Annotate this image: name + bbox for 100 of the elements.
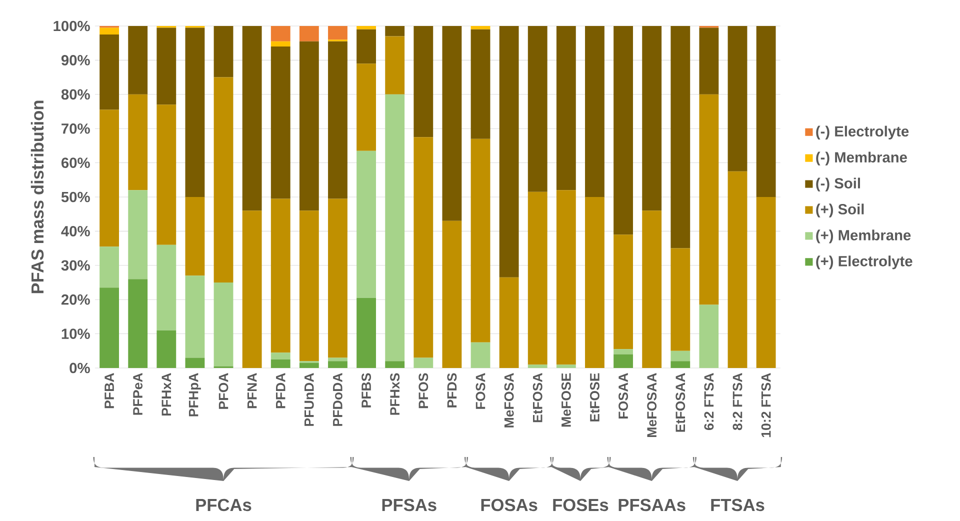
bar xyxy=(442,26,462,221)
bar xyxy=(128,26,148,94)
bar xyxy=(585,196,604,368)
bar xyxy=(214,282,234,366)
x-tick-label: PFNA xyxy=(247,373,257,408)
text: FTSAs xyxy=(711,498,764,512)
text: PFSAs xyxy=(382,498,436,512)
bar xyxy=(670,350,690,362)
text: PFSAAs xyxy=(618,498,686,512)
bar xyxy=(128,279,148,368)
bar xyxy=(185,276,205,358)
bar xyxy=(556,190,576,365)
bar xyxy=(270,359,290,368)
y-tick-label: 70% xyxy=(62,123,90,134)
bar xyxy=(128,190,148,280)
bar xyxy=(614,349,633,354)
bar xyxy=(670,26,690,248)
x-tick-label: 8:2 FTSA xyxy=(732,373,742,430)
bar xyxy=(470,342,490,368)
bar xyxy=(100,28,119,35)
text: FOSEs xyxy=(553,498,608,512)
bar xyxy=(299,41,319,211)
bar xyxy=(356,26,376,30)
bar xyxy=(356,64,376,151)
x-tick-label: PFBA xyxy=(104,373,114,408)
y-tick-label: 10% xyxy=(62,328,90,339)
text: FOSAs xyxy=(481,498,538,512)
bar xyxy=(614,26,633,235)
x-tick-label: PFHxS xyxy=(390,373,400,415)
x-tick-label: MeFOSE xyxy=(561,373,571,427)
bar xyxy=(270,46,290,199)
y-axis-title: PFAS mass distribution xyxy=(30,100,44,294)
bar xyxy=(128,94,148,190)
bar xyxy=(328,361,348,368)
bar xyxy=(414,26,434,138)
bar xyxy=(699,304,719,368)
bar xyxy=(756,26,776,197)
bar xyxy=(214,26,234,78)
bar xyxy=(328,358,348,362)
x-tick-label: PFPeA xyxy=(133,373,142,415)
bar xyxy=(670,248,690,351)
bar xyxy=(385,361,405,368)
x-tick-label: PFHpA xyxy=(188,373,201,416)
bar xyxy=(242,26,262,211)
bar xyxy=(100,246,119,288)
bar xyxy=(528,26,548,192)
bar xyxy=(528,364,548,368)
bar xyxy=(470,26,490,30)
bar xyxy=(414,137,434,358)
bar xyxy=(356,29,376,64)
x-tick-label: FOSAA xyxy=(618,373,628,418)
bar xyxy=(528,192,548,365)
x-tick-label: MeFOSA xyxy=(504,373,514,428)
x-tick-label: PFOS xyxy=(418,373,428,408)
bar xyxy=(556,364,576,368)
legend-label: (-) Soil xyxy=(816,178,860,192)
bar xyxy=(328,26,348,40)
bar xyxy=(470,29,490,139)
x-tick-label: PFUnDA xyxy=(304,373,314,426)
x-tick-label: PFDA xyxy=(276,373,286,408)
bar xyxy=(670,361,690,368)
bar xyxy=(356,150,376,298)
y-tick-label: 80% xyxy=(61,89,90,100)
bar xyxy=(156,330,176,368)
bar xyxy=(242,210,262,368)
bar xyxy=(100,288,119,368)
bar xyxy=(270,198,290,353)
x-tick-label: MeFOSAA xyxy=(647,373,657,437)
bar xyxy=(156,244,176,330)
bar xyxy=(699,28,719,94)
bar xyxy=(100,34,119,110)
bar xyxy=(270,26,290,42)
bar xyxy=(728,171,748,368)
legend-label: (-) Membrane xyxy=(816,152,907,166)
bar xyxy=(470,138,490,342)
bar xyxy=(214,77,234,282)
bar xyxy=(100,110,119,247)
y-tick-label: 40% xyxy=(61,226,90,236)
bar xyxy=(614,354,633,368)
y-tick-label: 30% xyxy=(61,260,90,271)
y-tick-label: 60% xyxy=(61,158,90,168)
bar xyxy=(442,220,462,368)
bar xyxy=(614,234,633,350)
bar xyxy=(499,26,519,278)
bar xyxy=(699,94,719,305)
x-tick-label: EtFOSAA xyxy=(676,373,686,432)
y-tick-label: 20% xyxy=(61,294,90,305)
y-tick-label: 90% xyxy=(61,55,90,66)
bar xyxy=(756,196,776,368)
bar xyxy=(414,358,434,368)
x-tick-label: PFBS xyxy=(362,373,371,408)
x-tick-label: EtFOSA xyxy=(532,373,542,422)
bar xyxy=(270,352,290,360)
bar xyxy=(270,41,290,47)
bar xyxy=(299,362,319,368)
bar xyxy=(642,210,662,368)
x-tick-label: PFDoDA xyxy=(333,373,342,426)
x-tick-label: EtFOSE xyxy=(590,373,600,422)
bar xyxy=(385,36,405,94)
x-tick-label: PFOA xyxy=(218,373,228,409)
